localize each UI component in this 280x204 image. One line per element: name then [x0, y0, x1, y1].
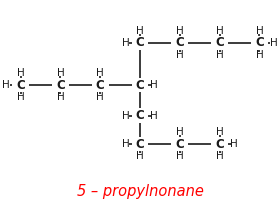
Text: H: H: [150, 80, 158, 90]
Text: C: C: [136, 36, 144, 49]
Text: H: H: [176, 127, 184, 137]
Text: H: H: [216, 26, 223, 36]
Text: C: C: [215, 36, 224, 49]
Text: H: H: [256, 26, 263, 36]
Text: C: C: [176, 36, 184, 49]
Text: H: H: [150, 111, 158, 121]
Text: C: C: [136, 109, 144, 122]
Text: H: H: [216, 151, 223, 161]
Text: H: H: [57, 92, 64, 102]
Text: H: H: [216, 50, 223, 60]
Text: C: C: [215, 138, 224, 151]
Text: H: H: [122, 139, 130, 149]
Text: C: C: [16, 79, 25, 92]
Text: H: H: [176, 151, 184, 161]
Text: H: H: [96, 92, 104, 102]
Text: H: H: [136, 26, 144, 36]
Text: H: H: [96, 68, 104, 78]
Text: H: H: [176, 26, 184, 36]
Text: H: H: [176, 50, 184, 60]
Text: H: H: [256, 50, 263, 60]
Text: 5 – propylnonane: 5 – propylnonane: [76, 184, 204, 199]
Text: C: C: [96, 79, 104, 92]
Text: H: H: [17, 68, 24, 78]
Text: H: H: [270, 38, 277, 48]
Text: H: H: [17, 92, 24, 102]
Text: H: H: [122, 111, 130, 121]
Text: H: H: [57, 68, 64, 78]
Text: C: C: [255, 36, 264, 49]
Text: C: C: [56, 79, 65, 92]
Text: H: H: [3, 80, 10, 90]
Text: C: C: [136, 138, 144, 151]
Text: H: H: [136, 151, 144, 161]
Text: H: H: [122, 38, 130, 48]
Text: H: H: [230, 139, 238, 149]
Text: C: C: [176, 138, 184, 151]
Text: C: C: [136, 79, 144, 92]
Text: H: H: [216, 127, 223, 137]
